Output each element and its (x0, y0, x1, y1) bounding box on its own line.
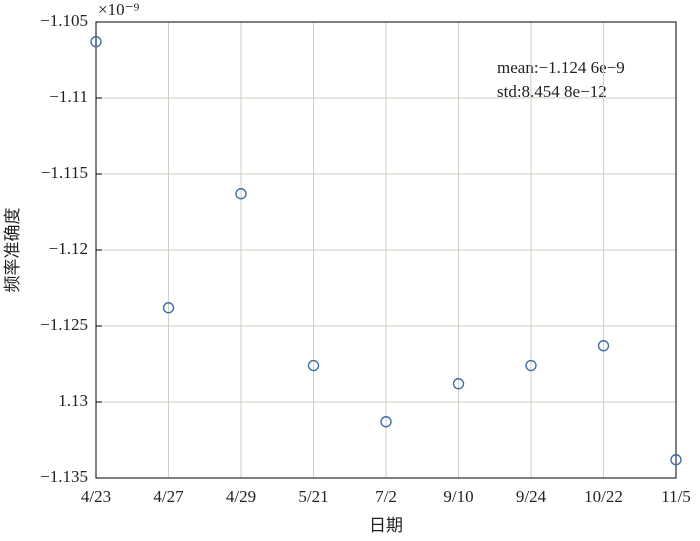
y-tick-label: −1.125 (40, 315, 88, 334)
y-tick-label: −1.11 (49, 87, 88, 106)
point (307, 359, 320, 372)
point (380, 416, 392, 428)
point (525, 359, 537, 372)
y-tick-label: −1.135 (40, 467, 88, 486)
x-tick-label: 11/5 (661, 487, 691, 506)
annotation: std:8.454 8e−12 (497, 82, 607, 101)
point (235, 188, 247, 200)
x-tick-label: 4/29 (226, 487, 256, 506)
x-tick-label: 4/23 (81, 487, 111, 506)
y-tick-label: −1.105 (40, 11, 88, 30)
x-tick-label: 7/2 (375, 487, 397, 506)
point (452, 378, 465, 390)
point (597, 340, 610, 352)
x-tick-label: 5/21 (298, 487, 328, 506)
annotation: mean:−1.124 6e−9 (497, 58, 625, 77)
x-tick-label: 10/22 (584, 487, 623, 506)
point (670, 454, 682, 466)
y-tick-label: 1.13 (58, 391, 88, 410)
y-multiplier: ×10⁻⁹ (98, 0, 140, 19)
y-tick-label: −1.12 (49, 239, 88, 258)
x-tick-label: 4/27 (153, 487, 184, 506)
x-tick-label: 9/10 (443, 487, 473, 506)
point (162, 302, 175, 314)
x-axis-label: 日期 (369, 516, 403, 535)
x-tick-label: 9/24 (516, 487, 547, 506)
y-tick-label: −1.115 (41, 163, 88, 182)
point (90, 36, 102, 48)
plot-frame (95, 21, 677, 479)
y-axis-label: 频率准确度 (3, 208, 22, 293)
